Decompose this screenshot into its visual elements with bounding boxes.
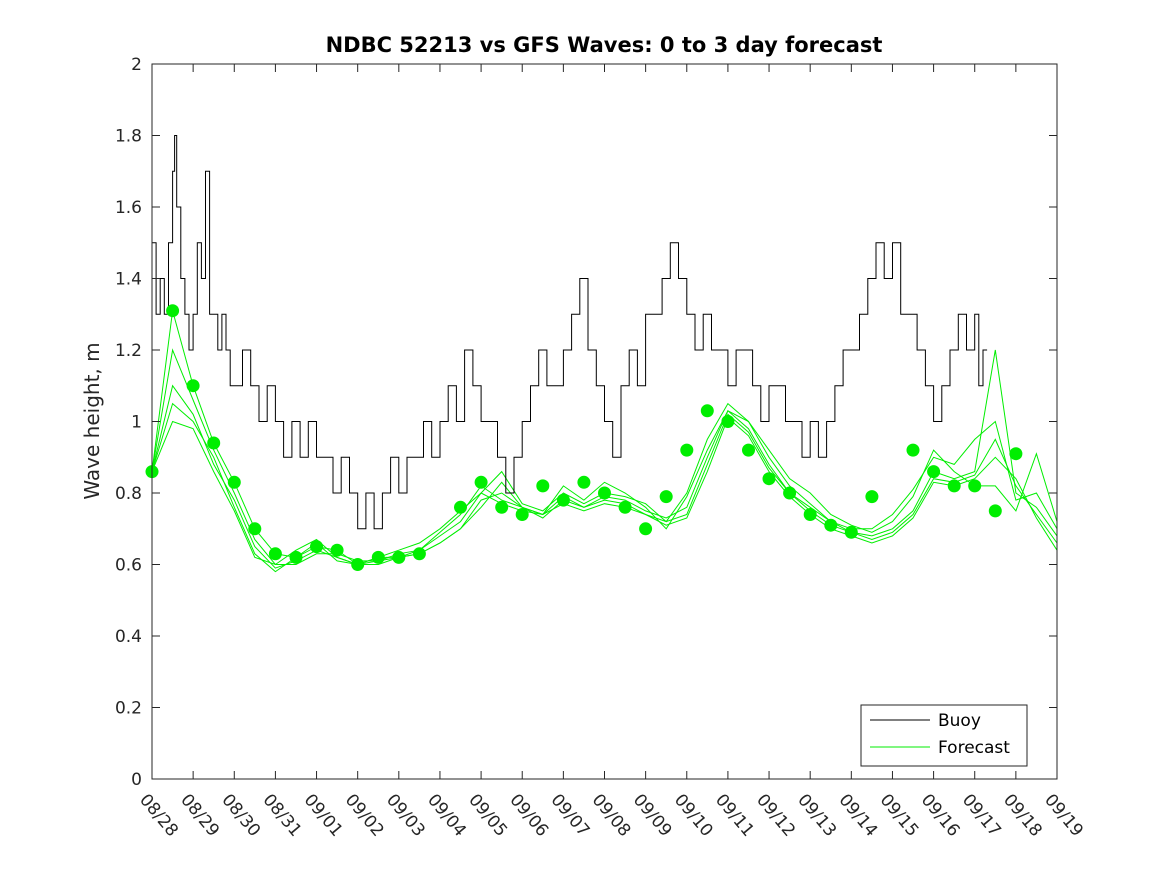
legend-forecast-label: Forecast	[938, 738, 1010, 758]
forecast-analysis-point	[988, 504, 1002, 518]
forecast-analysis-point	[618, 500, 632, 514]
forecast-analysis-point	[351, 558, 365, 571]
forecast-analysis-point	[556, 493, 570, 507]
forecast-analysis-point	[598, 486, 611, 500]
y-axis-label: Wave height, m	[80, 342, 104, 499]
y-tick-label: 1	[131, 413, 142, 433]
forecast-analysis-point	[844, 525, 858, 539]
legend-buoy-label: Buoy	[938, 711, 981, 731]
forecast-analysis-point	[721, 415, 735, 428]
forecast-analysis-point	[803, 508, 817, 521]
y-tick-label: 1.8	[115, 127, 142, 147]
y-tick-label: 1.4	[115, 270, 142, 290]
forecast-analysis-point	[248, 522, 262, 536]
forecast-analysis-point	[166, 304, 180, 318]
forecast-analysis-point	[454, 500, 467, 514]
y-tick-label: 2	[131, 55, 142, 75]
forecast-analysis-point	[742, 443, 755, 457]
forecast-analysis-point	[906, 443, 920, 457]
y-tick-label: 0.2	[115, 699, 142, 719]
forecast-analysis-point	[371, 550, 385, 564]
y-tick-label: 0.8	[115, 484, 142, 504]
y-tick-label: 0.4	[115, 627, 142, 647]
forecast-analysis-point	[1009, 447, 1023, 461]
forecast-analysis-point	[577, 475, 591, 489]
forecast-analysis-point	[268, 547, 282, 561]
forecast-analysis-point	[947, 479, 961, 493]
forecast-analysis-point	[783, 486, 797, 500]
forecast-analysis-point	[515, 508, 529, 521]
forecast-analysis-point	[495, 500, 509, 514]
forecast-analysis-point	[824, 518, 838, 532]
forecast-analysis-point	[680, 443, 694, 457]
legend: Buoy Forecast	[860, 704, 1028, 767]
forecast-analysis-point	[639, 522, 653, 536]
y-tick-label: 1.6	[115, 198, 142, 218]
legend-box	[860, 704, 1028, 767]
y-tick-label: 1.2	[115, 341, 142, 361]
forecast-series-line	[151, 417, 1058, 566]
forecast-analysis-point	[207, 436, 221, 450]
forecast-analysis-point	[865, 490, 879, 504]
forecast-analysis-point	[392, 550, 406, 564]
buoy-series-line	[152, 135, 988, 530]
forecast-analysis-point	[700, 404, 714, 418]
forecast-analysis-point	[412, 547, 426, 561]
forecast-analysis-point	[186, 379, 200, 393]
y-axis: 0 0.2 0.4 0.6 0.8 1 1.2 1.4 1.6 1.8 2	[115, 55, 1057, 790]
y-tick-label: 0.6	[115, 556, 142, 576]
y-tick-label: 0	[131, 770, 142, 790]
chart-title: NDBC 52213 vs GFS Waves: 0 to 3 day fore…	[326, 33, 883, 57]
forecast-analysis-point	[227, 475, 241, 489]
forecast-analysis-point	[968, 479, 982, 493]
forecast-analysis-point	[536, 479, 550, 493]
forecast-analysis-point	[330, 543, 344, 557]
forecast-analysis-point	[310, 540, 323, 554]
forecast-series-line	[151, 402, 1058, 573]
forecast-analysis-point	[659, 490, 673, 504]
forecast-analysis-point	[474, 475, 488, 489]
forecast-analysis-point	[289, 550, 303, 564]
forecast-analysis-point	[762, 472, 776, 486]
analysis-points	[145, 304, 1023, 571]
forecast-analysis-point	[927, 465, 941, 479]
forecast-series-line	[151, 310, 1058, 566]
